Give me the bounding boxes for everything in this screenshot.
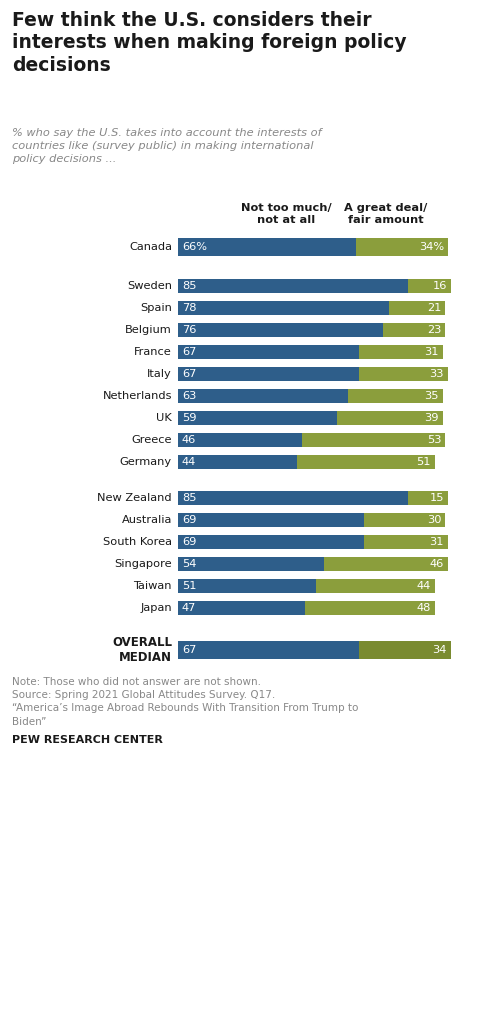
Text: 35: 35 [424,391,439,401]
Text: Netherlands: Netherlands [102,391,172,401]
Bar [178,641,359,659]
Bar [178,513,364,527]
Text: UK: UK [156,413,172,422]
Text: 78: 78 [182,303,197,313]
Text: Japan: Japan [141,603,172,613]
Bar [178,491,408,505]
Text: 33: 33 [429,369,444,379]
Text: France: France [134,347,172,357]
Text: 76: 76 [182,325,197,335]
Bar [178,579,316,593]
Text: Few think the U.S. considers their
interests when making foreign policy
decision: Few think the U.S. considers their inter… [12,11,407,75]
Text: Belgium: Belgium [125,325,172,335]
Text: 30: 30 [427,515,441,525]
Bar [178,345,359,359]
Text: % who say the U.S. takes into account the interests of
countries like (survey pu: % who say the U.S. takes into account th… [12,128,322,164]
Text: 51: 51 [182,581,197,591]
Bar [364,513,445,527]
Bar [389,301,445,315]
Bar [324,557,448,571]
Text: Taiwan: Taiwan [133,581,172,591]
Text: Note: Those who did not answer are not shown.
Source: Spring 2021 Global Attitud: Note: Those who did not answer are not s… [12,677,358,726]
Bar [178,323,383,337]
Text: 46: 46 [182,435,196,445]
Text: 16: 16 [432,281,447,291]
Bar [359,345,442,359]
Bar [337,411,442,425]
Text: 85: 85 [182,493,197,503]
Text: 67: 67 [182,347,197,357]
Bar [178,301,389,315]
Bar [178,557,324,571]
Bar [178,238,356,256]
Bar [178,279,408,293]
Text: 53: 53 [427,435,441,445]
Text: Spain: Spain [140,303,172,313]
Text: 15: 15 [429,493,444,503]
Bar [364,535,448,549]
Bar [305,601,435,615]
Bar [408,491,448,505]
Bar [348,389,442,403]
Bar [178,455,297,469]
Text: South Korea: South Korea [103,537,172,547]
Text: 44: 44 [182,457,196,468]
Bar [408,279,451,293]
Text: 34%: 34% [419,242,444,252]
Bar [178,601,305,615]
Bar [383,323,445,337]
Bar [178,367,359,381]
Text: 85: 85 [182,281,197,291]
Bar [178,411,337,425]
Text: 69: 69 [182,537,197,547]
Text: New Zealand: New Zealand [98,493,172,503]
Text: 23: 23 [427,325,441,335]
Text: Australia: Australia [122,515,172,525]
Text: Italy: Italy [147,369,172,379]
Text: 44: 44 [416,581,430,591]
Text: 59: 59 [182,413,197,422]
Text: 63: 63 [182,391,197,401]
Text: 31: 31 [429,537,444,547]
Text: 48: 48 [416,603,430,613]
Text: 51: 51 [416,457,430,468]
Text: 54: 54 [182,559,197,569]
Text: OVERALL
MEDIAN: OVERALL MEDIAN [112,636,172,664]
Text: A great deal/
fair amount: A great deal/ fair amount [344,203,427,225]
Bar [178,535,364,549]
Bar [356,238,448,256]
Bar [297,455,435,469]
Text: Greece: Greece [131,435,172,445]
Text: 46: 46 [430,559,444,569]
Text: Germany: Germany [120,457,172,468]
Text: 47: 47 [182,603,197,613]
Text: 39: 39 [424,413,439,422]
Bar [359,367,448,381]
Text: Singapore: Singapore [114,559,172,569]
Bar [178,433,302,447]
Text: 21: 21 [427,303,441,313]
Text: 66%: 66% [182,242,207,252]
Bar [178,389,348,403]
Text: 34: 34 [432,644,447,655]
Text: 67: 67 [182,644,197,655]
Text: 67: 67 [182,369,197,379]
Text: 69: 69 [182,515,197,525]
Text: Sweden: Sweden [127,281,172,291]
Text: PEW RESEARCH CENTER: PEW RESEARCH CENTER [12,735,163,745]
Text: Not too much/
not at all: Not too much/ not at all [241,203,331,225]
Bar [316,579,435,593]
Bar [302,433,445,447]
Text: 31: 31 [424,347,439,357]
Bar [359,641,451,659]
Text: Canada: Canada [129,242,172,252]
